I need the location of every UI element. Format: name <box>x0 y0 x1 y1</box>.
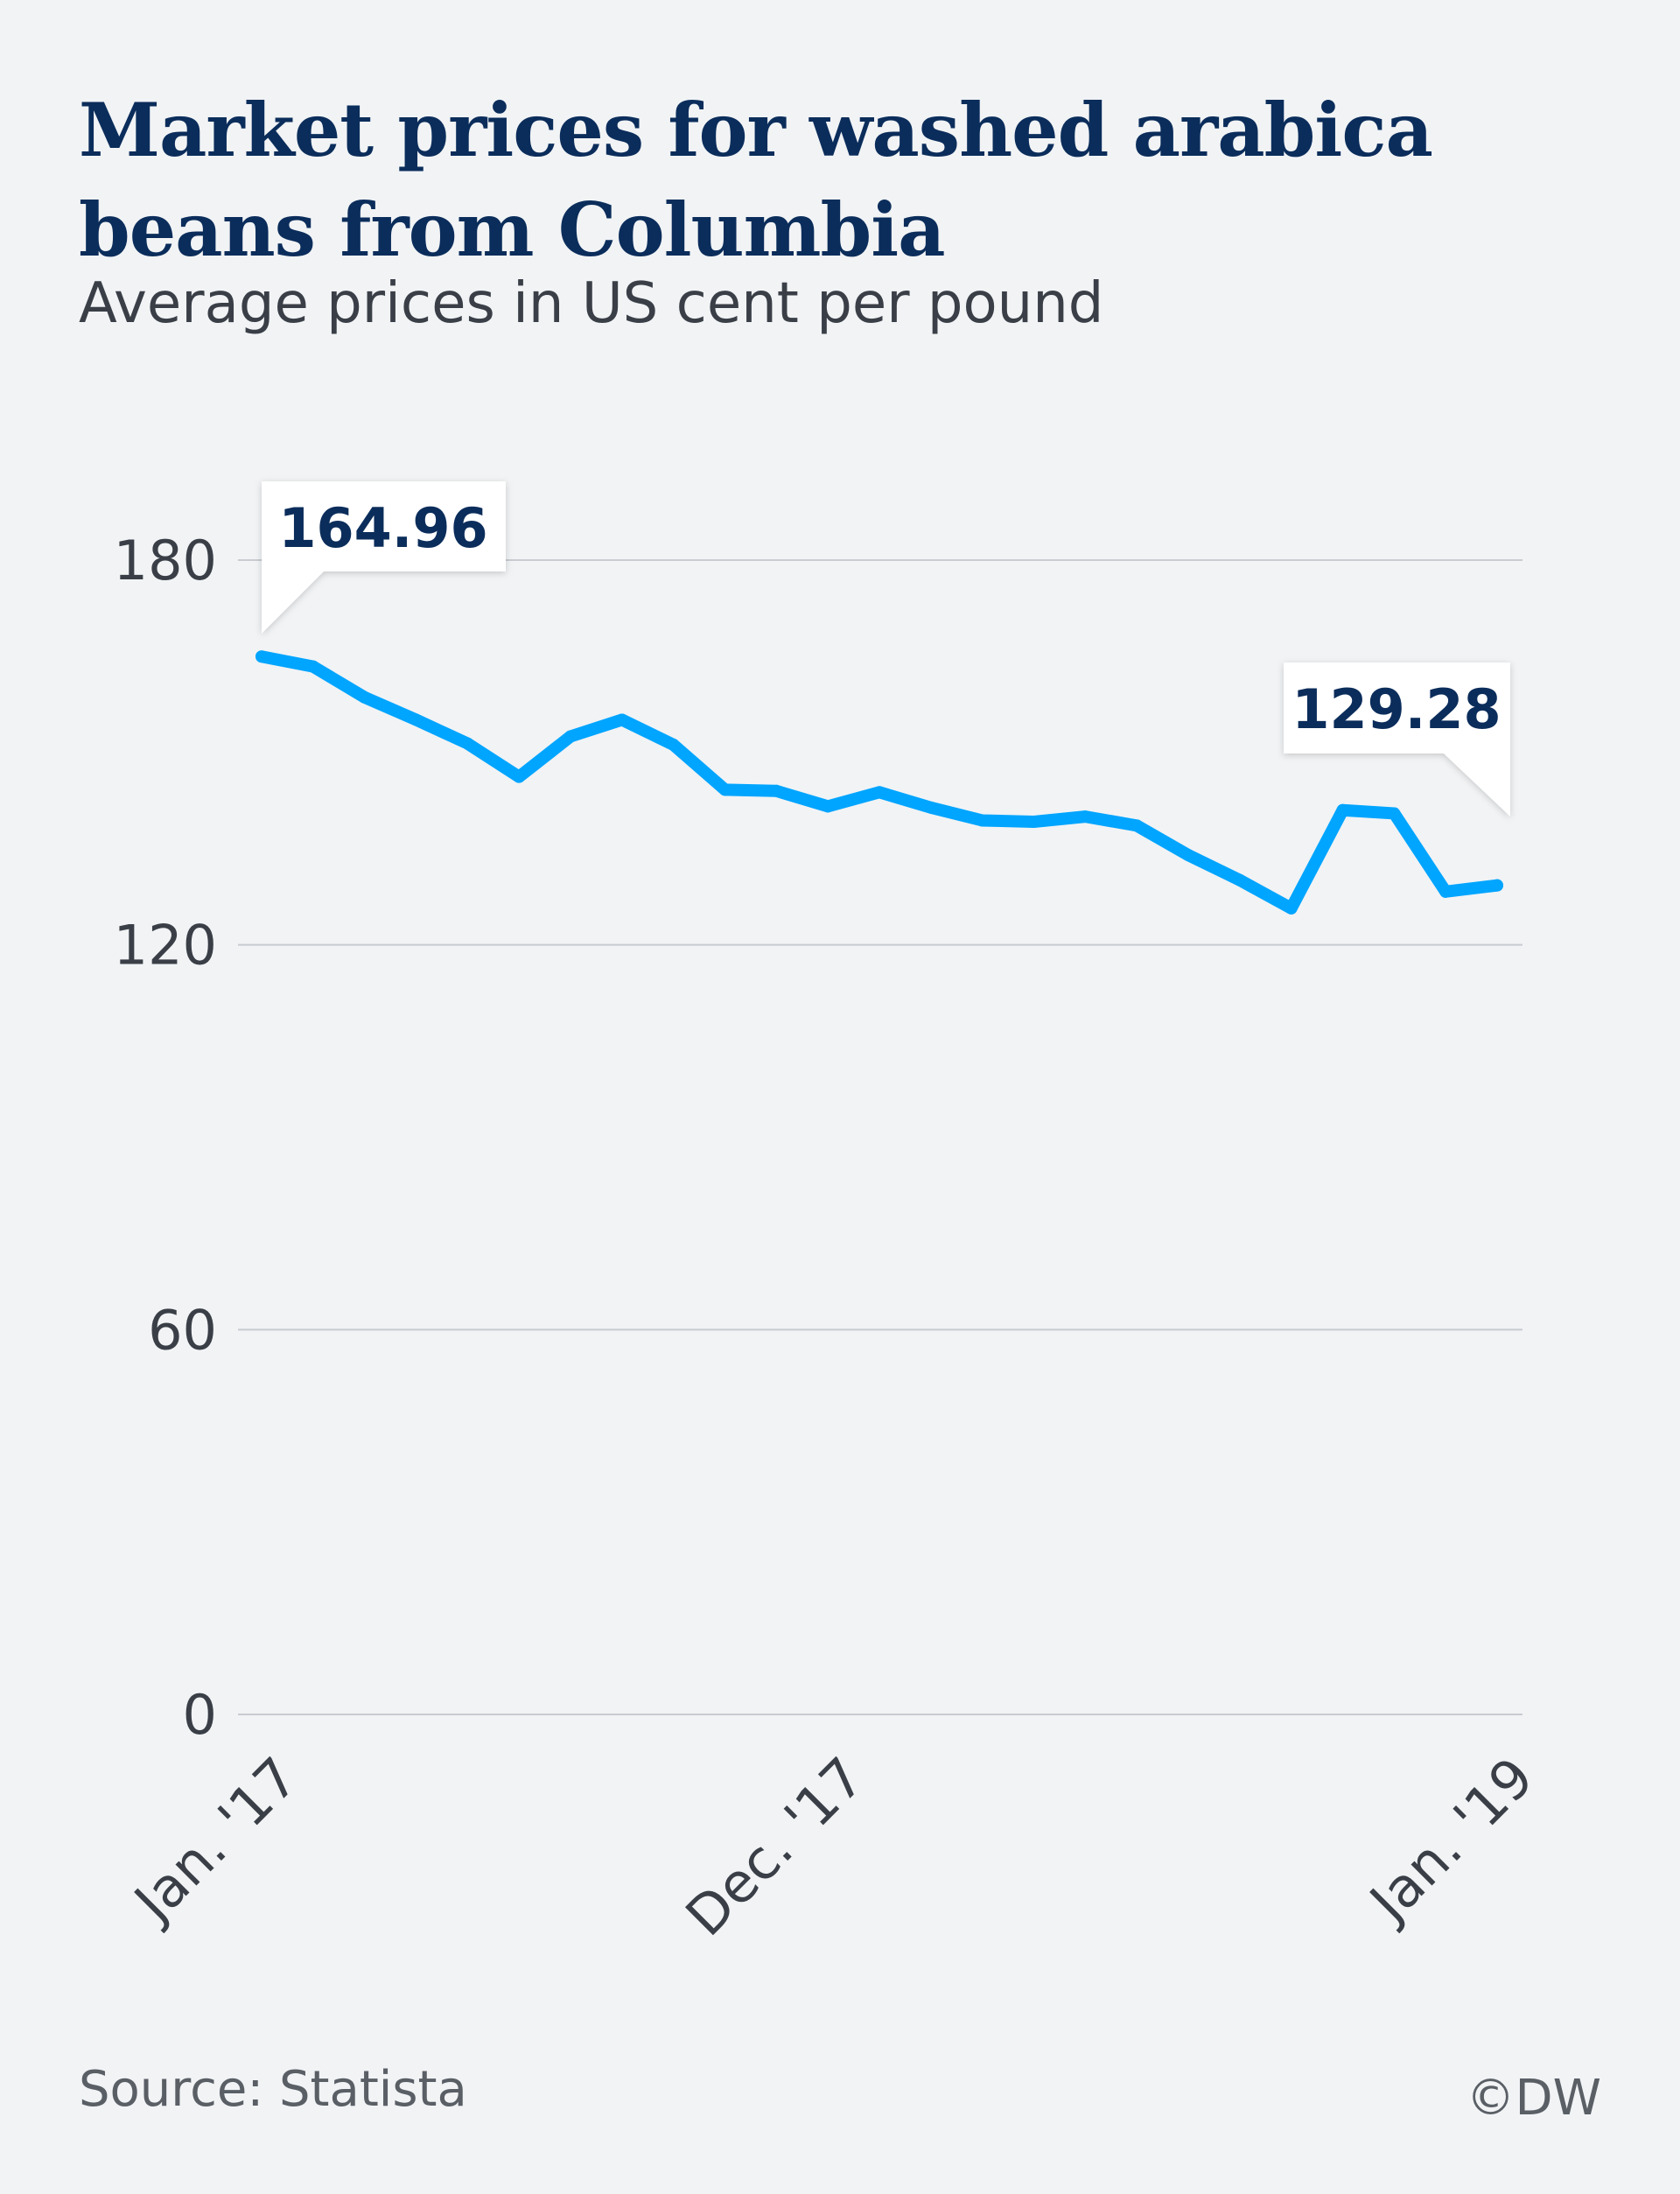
callout-start-box <box>262 481 506 634</box>
x-tick-label: Jan. '17 <box>120 1745 311 1936</box>
data-point <box>1388 807 1401 820</box>
data-point <box>822 800 835 813</box>
data-point <box>1079 810 1092 824</box>
data-point <box>718 783 732 796</box>
data-point <box>513 770 526 783</box>
data-point <box>873 786 886 799</box>
callout-start: 164.96 <box>262 481 506 634</box>
data-point <box>1130 819 1144 832</box>
data-point <box>1233 873 1246 887</box>
data-point <box>1336 803 1349 817</box>
x-tick-label: Dec. '17 <box>674 1745 877 1948</box>
y-tick-label: 180 <box>114 529 217 592</box>
callout-start-label: 164.96 <box>278 496 487 560</box>
y-tick-label: 120 <box>114 914 217 978</box>
chart-subtitle: Average prices in US cent per pound <box>79 271 1104 336</box>
source-note: Source: Statista <box>79 2061 467 2118</box>
y-tick-label: 60 <box>148 1298 217 1362</box>
callout-end-label: 129.28 <box>1292 677 1501 741</box>
data-point <box>410 713 423 726</box>
chart-title: Market prices for washed arabica beans f… <box>79 87 1433 273</box>
data-point <box>1439 885 1452 898</box>
data-point <box>564 730 577 743</box>
dw-credit: ©DW <box>1466 2070 1602 2127</box>
data-point <box>1284 901 1298 915</box>
data-point <box>924 801 937 814</box>
data-point <box>615 713 628 726</box>
callout-end: 129.28 <box>1284 662 1510 817</box>
data-point <box>976 814 989 827</box>
callout-end-box <box>1284 662 1510 817</box>
data-point <box>306 660 319 673</box>
x-tick-label: Jan. '19 <box>1355 1745 1546 1936</box>
data-point <box>1491 879 1503 892</box>
data-point <box>256 650 268 663</box>
data-point <box>358 690 371 704</box>
data-point <box>770 784 783 797</box>
data-point <box>461 737 474 750</box>
y-tick-label: 0 <box>183 1683 217 1747</box>
data-point <box>1027 815 1040 828</box>
data-point <box>667 739 680 752</box>
data-point <box>1182 849 1194 862</box>
